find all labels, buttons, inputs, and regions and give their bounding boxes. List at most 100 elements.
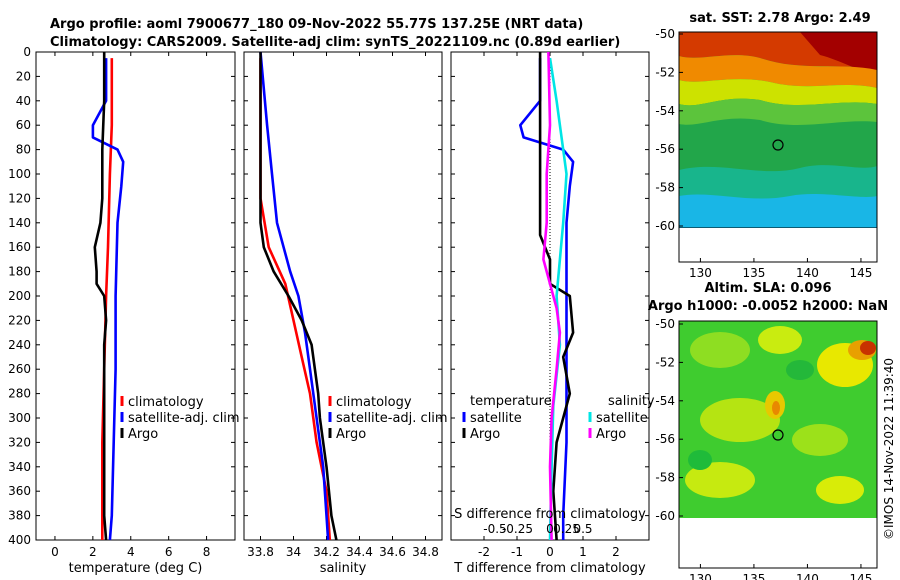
temperature-xtick-label: 0: [51, 545, 59, 559]
sla-map-title-line2: Argo h1000: -0.0052 h2000: NaN: [648, 299, 888, 314]
depth-tick-label: 200: [8, 289, 31, 303]
temperature-legend-item: climatology: [128, 395, 204, 410]
temperature-xtick-label: 2: [89, 545, 97, 559]
sst-argo-marker: [772, 139, 784, 151]
diff-legend-item: Argo: [470, 427, 500, 442]
map-lat-tick-label: -52: [655, 65, 675, 79]
salinity-xtick-label: 34.2: [313, 545, 340, 559]
salinity-frame: [243, 51, 443, 541]
map-lat-tick-label: -56: [655, 432, 675, 446]
map-lat-tick-label: -60: [655, 509, 675, 523]
salinity-diff-tick-label: -0.5: [483, 522, 506, 536]
series-satellite-adj-clim: [259, 51, 330, 541]
figure-title-line2: Climatology: CARS2009. Satellite-adj cli…: [50, 35, 620, 50]
difference-xtick-label: -1: [511, 545, 523, 559]
map-lon-tick-label: 140: [796, 266, 819, 280]
temperature-xtick-label: 4: [127, 545, 135, 559]
sla-map-title-line1: Altim. SLA: 0.096: [705, 281, 832, 296]
temperature-frame: [35, 51, 236, 541]
series-salinity-satellite: [548, 57, 568, 541]
map-lat-tick-label: -50: [655, 27, 675, 41]
depth-tick-label: 20: [16, 69, 31, 83]
depth-tick-label: 380: [8, 509, 31, 523]
depth-tick-label: 180: [8, 265, 31, 279]
depth-tick-label: 120: [8, 191, 31, 205]
salinity-xtick-label: 34: [286, 545, 301, 559]
salinity-legend-item: Argo: [336, 427, 366, 442]
temperature-xlabel: temperature (deg C): [69, 561, 203, 576]
salinity-diff-tick-label: 0.5: [573, 522, 592, 536]
difference-xtick-label: 1: [579, 545, 587, 559]
series-argo: [93, 52, 108, 541]
diff-legend-item: satellite: [470, 411, 522, 426]
salinity-xlabel: salinity: [320, 561, 367, 576]
map-lat-tick-label: -54: [655, 104, 675, 118]
depth-tick-label: 80: [16, 143, 31, 157]
series-salinity-argo: [542, 51, 562, 541]
salinity-xtick-label: 34.8: [412, 545, 439, 559]
depth-tick-label: 360: [8, 484, 31, 498]
diff-legend-temp-title: temperature: [470, 394, 552, 409]
depth-tick-label: 280: [8, 387, 31, 401]
depth-tick-label: 140: [8, 216, 31, 230]
salinity-xtick-label: 33.8: [247, 545, 274, 559]
series-satellite-adj-clim: [91, 58, 125, 541]
map-lon-tick-label: 130: [689, 572, 712, 580]
map-lon-tick-label: 140: [796, 572, 819, 580]
difference-plot: -2 -1 0 1 2 T difference from climatology temp…: [450, 51, 655, 576]
salinity-xtick-label: 34.4: [346, 545, 373, 559]
map-lon-tick-label: 130: [689, 266, 712, 280]
salinity-xtick-label: 34.6: [379, 545, 406, 559]
depth-tick-label: 100: [8, 167, 31, 181]
map-lon-tick-label: 135: [742, 572, 765, 580]
depth-tick-label: 220: [8, 313, 31, 327]
depth-tick-label: 0: [23, 45, 31, 59]
depth-tick-label: 340: [8, 460, 31, 474]
difference-xtick-label: 2: [612, 545, 620, 559]
series-temperature-satellite: [518, 58, 575, 540]
depth-tick-label: 60: [16, 118, 31, 132]
salinity-legend-item: climatology: [336, 395, 412, 410]
depth-tick-label: 260: [8, 362, 31, 376]
map-lat-tick-label: -50: [655, 317, 675, 331]
depth-tick-label: 320: [8, 435, 31, 449]
temperature-xtick-label: 6: [165, 545, 173, 559]
map-lon-tick-label: 145: [849, 266, 872, 280]
sst-map-title: sat. SST: 2.78 Argo: 2.49: [689, 11, 870, 26]
copyright-stamp: ©IMOS 14-Nov-2022 11:39:40: [882, 358, 896, 540]
depth-tick-label: 40: [16, 94, 31, 108]
figure-title-line1: Argo profile: aoml 7900677_180 09-Nov-20…: [50, 17, 583, 32]
salinity-plot: 33.8 34 34.2 34.4 34.6 34.8 salinity climatolog…: [243, 51, 448, 576]
temperature-plot: 0204060801001201401601802002202402602803…: [8, 45, 240, 576]
difference-xtick-label: -2: [478, 545, 490, 559]
map-lon-tick-label: 145: [849, 572, 872, 580]
depth-tick-label: 400: [8, 533, 31, 547]
series-climatology: [101, 58, 114, 540]
diff-legend-item: satellite: [596, 411, 648, 426]
map-lon-tick-label: 135: [742, 266, 765, 280]
map-lat-tick-label: -58: [655, 471, 675, 485]
sla-argo-marker: [772, 429, 784, 441]
difference-sublabel: S difference from climatology: [454, 507, 646, 522]
map-lat-tick-label: -60: [655, 219, 675, 233]
temperature-legend-item: Argo: [128, 427, 158, 442]
temperature-xtick-label: 8: [203, 545, 211, 559]
salinity-diff-tick-label: -0.25: [502, 522, 533, 536]
series-argo: [259, 52, 338, 541]
series-climatology: [259, 58, 332, 541]
map-lat-tick-label: -52: [655, 355, 675, 369]
diff-legend-sal-title: salinity: [608, 394, 655, 409]
difference-xtick-label: 0: [546, 545, 554, 559]
depth-tick-label: 300: [8, 411, 31, 425]
series-temperature-argo: [538, 52, 575, 541]
salinity-legend-item: satellite-adj. clim: [336, 411, 448, 426]
temperature-legend-item: satellite-adj. clim: [128, 411, 240, 426]
map-lat-tick-label: -56: [655, 142, 675, 156]
salinity-diff-tick-label: 0: [546, 522, 554, 536]
difference-xlabel: T difference from climatology: [453, 561, 646, 576]
salinity-diff-tick-label: 0.25: [553, 522, 580, 536]
diff-legend-item: Argo: [596, 427, 626, 442]
sst-map: [678, 31, 878, 263]
sla-map: [678, 320, 878, 569]
